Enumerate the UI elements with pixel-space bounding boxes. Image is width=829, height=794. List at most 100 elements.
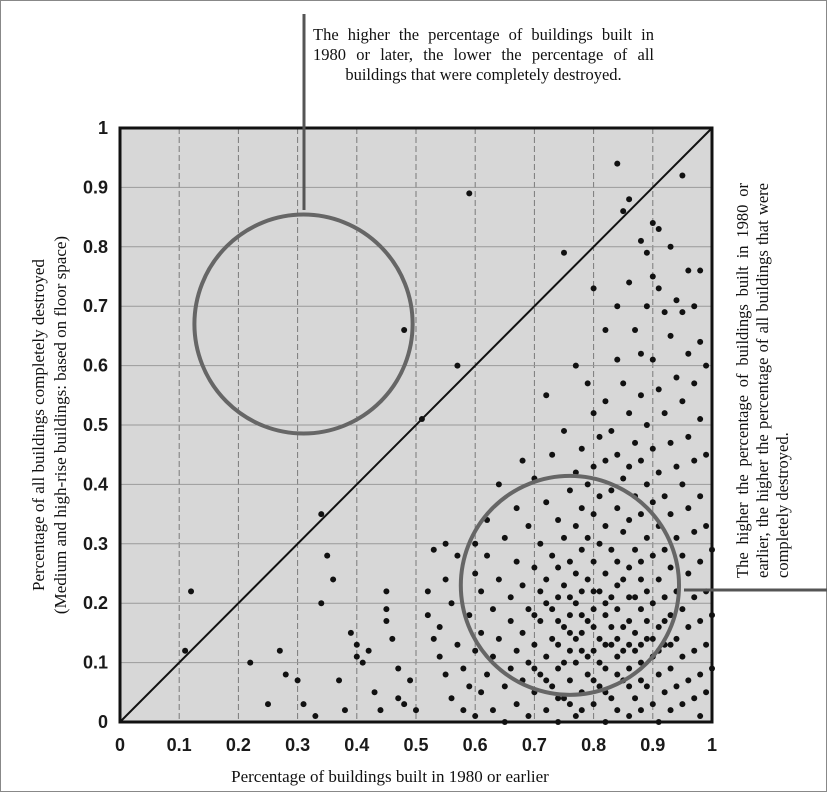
data-point bbox=[430, 635, 437, 642]
data-point bbox=[602, 641, 609, 648]
data-point bbox=[561, 582, 567, 589]
data-point bbox=[667, 564, 674, 571]
data-point bbox=[543, 600, 550, 607]
data-point bbox=[578, 629, 585, 636]
data-point bbox=[614, 606, 621, 613]
data-point bbox=[673, 683, 680, 690]
data-point bbox=[365, 647, 372, 654]
data-point bbox=[401, 326, 408, 333]
data-point bbox=[614, 505, 621, 512]
data-point bbox=[649, 635, 656, 642]
data-point bbox=[543, 392, 550, 399]
data-point bbox=[489, 707, 496, 714]
data-point bbox=[602, 665, 609, 672]
data-point bbox=[561, 427, 567, 434]
data-point bbox=[691, 457, 698, 464]
data-point bbox=[685, 570, 692, 577]
data-point bbox=[608, 623, 615, 630]
data-point bbox=[661, 546, 668, 553]
data-point bbox=[572, 362, 579, 369]
data-point bbox=[614, 451, 621, 458]
data-point bbox=[661, 618, 668, 625]
data-point bbox=[495, 481, 502, 488]
data-point bbox=[643, 683, 650, 690]
data-point bbox=[466, 612, 473, 619]
data-point bbox=[507, 618, 514, 625]
data-point bbox=[472, 570, 479, 577]
data-point bbox=[507, 594, 514, 601]
data-point bbox=[549, 451, 556, 458]
data-point bbox=[655, 469, 662, 476]
y-tick-label: 0.7 bbox=[83, 296, 108, 316]
data-point bbox=[578, 445, 585, 452]
data-point bbox=[590, 463, 597, 470]
data-point bbox=[525, 713, 532, 720]
data-point bbox=[578, 588, 585, 595]
x-tick-label: 0 bbox=[115, 735, 125, 755]
data-point bbox=[679, 309, 686, 316]
data-point bbox=[697, 618, 704, 625]
data-point bbox=[572, 600, 579, 607]
data-point bbox=[584, 380, 591, 387]
data-point bbox=[324, 552, 331, 559]
top-annotation: The higher the percentage of buildings b… bbox=[313, 25, 654, 84]
data-point bbox=[478, 588, 485, 595]
data-point bbox=[643, 249, 650, 256]
data-point bbox=[643, 303, 650, 310]
data-point bbox=[626, 517, 633, 524]
y-tick-label: 0.6 bbox=[83, 356, 108, 376]
data-point bbox=[525, 659, 532, 666]
data-point bbox=[513, 558, 520, 565]
data-point bbox=[454, 362, 461, 369]
data-point bbox=[691, 303, 698, 310]
data-point bbox=[555, 564, 562, 571]
data-point bbox=[501, 683, 508, 690]
y-tick-label: 1 bbox=[98, 118, 108, 138]
grid-lines bbox=[120, 128, 712, 722]
data-point bbox=[697, 267, 704, 274]
data-point bbox=[608, 594, 615, 601]
data-point bbox=[673, 534, 680, 541]
data-point bbox=[697, 713, 704, 720]
x-tick-label: 0.2 bbox=[226, 735, 251, 755]
data-point bbox=[413, 707, 419, 714]
data-point bbox=[353, 653, 360, 660]
data-point bbox=[691, 594, 698, 601]
data-point bbox=[347, 629, 354, 636]
data-point bbox=[643, 588, 650, 595]
data-point bbox=[525, 606, 532, 613]
data-point bbox=[602, 522, 609, 529]
x-tick-label: 0.9 bbox=[640, 735, 665, 755]
data-point bbox=[608, 641, 615, 648]
data-point bbox=[513, 505, 520, 512]
data-point bbox=[549, 635, 556, 642]
data-point bbox=[608, 487, 615, 494]
data-point bbox=[679, 481, 686, 488]
data-point bbox=[655, 671, 662, 678]
data-point bbox=[584, 653, 591, 660]
data-point bbox=[555, 594, 562, 601]
data-point bbox=[590, 606, 597, 613]
data-point bbox=[442, 671, 449, 678]
data-point bbox=[667, 439, 674, 446]
data-point bbox=[578, 505, 585, 512]
data-point bbox=[519, 582, 526, 589]
data-point bbox=[282, 671, 289, 678]
right-annotation: The higher the percentage of buildings b… bbox=[733, 183, 792, 578]
data-point bbox=[679, 552, 686, 559]
data-point bbox=[312, 713, 319, 720]
data-point bbox=[667, 511, 674, 518]
data-point bbox=[318, 511, 325, 518]
data-point bbox=[584, 481, 591, 488]
data-point bbox=[578, 546, 585, 553]
y-axis-subtitle: (Medium and high-rise buildings: based o… bbox=[51, 236, 70, 614]
x-tick-label: 0.4 bbox=[344, 735, 369, 755]
data-point bbox=[632, 647, 639, 654]
data-point bbox=[531, 612, 538, 619]
data-point bbox=[685, 350, 692, 357]
x-tick-label: 1 bbox=[707, 735, 717, 755]
data-point bbox=[247, 659, 254, 666]
data-point bbox=[649, 701, 656, 708]
y-tick-label: 0.9 bbox=[83, 177, 108, 197]
data-point bbox=[543, 653, 550, 660]
